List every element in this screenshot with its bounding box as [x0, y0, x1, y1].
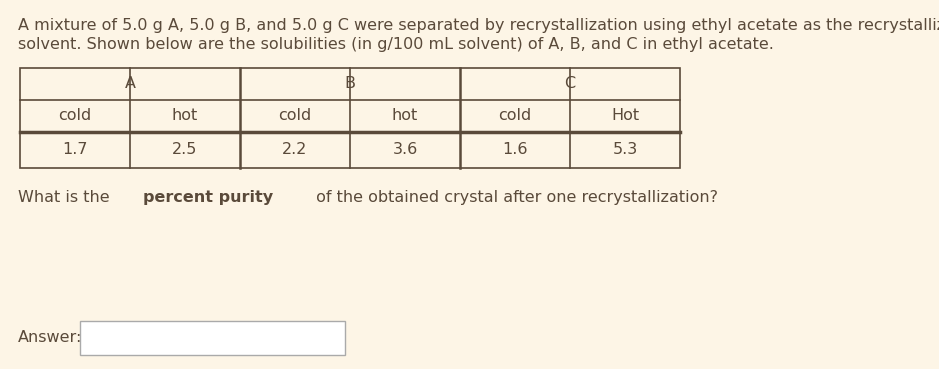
Text: A mixture of 5.0 g A, 5.0 g B, and 5.0 g C were separated by recrystallization u: A mixture of 5.0 g A, 5.0 g B, and 5.0 g…: [18, 18, 939, 33]
Text: C: C: [564, 76, 576, 92]
Text: of the obtained crystal after one recrystallization?: of the obtained crystal after one recrys…: [311, 190, 717, 205]
Text: cold: cold: [278, 108, 312, 124]
Text: 3.6: 3.6: [393, 142, 418, 158]
Bar: [80, 321, 345, 355]
Text: Hot: Hot: [611, 108, 639, 124]
Text: solvent. Shown below are the solubilities (in g/100 mL solvent) of A, B, and C i: solvent. Shown below are the solubilitie…: [18, 37, 774, 52]
Text: hot: hot: [172, 108, 198, 124]
Text: A: A: [125, 76, 135, 92]
Text: 1.6: 1.6: [502, 142, 528, 158]
Text: cold: cold: [58, 108, 92, 124]
Text: hot: hot: [392, 108, 418, 124]
Text: 1.7: 1.7: [62, 142, 87, 158]
Text: 2.2: 2.2: [283, 142, 308, 158]
Text: 5.3: 5.3: [612, 142, 638, 158]
Text: B: B: [345, 76, 356, 92]
Text: What is the: What is the: [18, 190, 115, 205]
Text: Answer:: Answer:: [18, 331, 83, 345]
Text: cold: cold: [499, 108, 531, 124]
Bar: [20, 68, 680, 168]
Text: percent purity: percent purity: [143, 190, 273, 205]
Text: 2.5: 2.5: [173, 142, 198, 158]
